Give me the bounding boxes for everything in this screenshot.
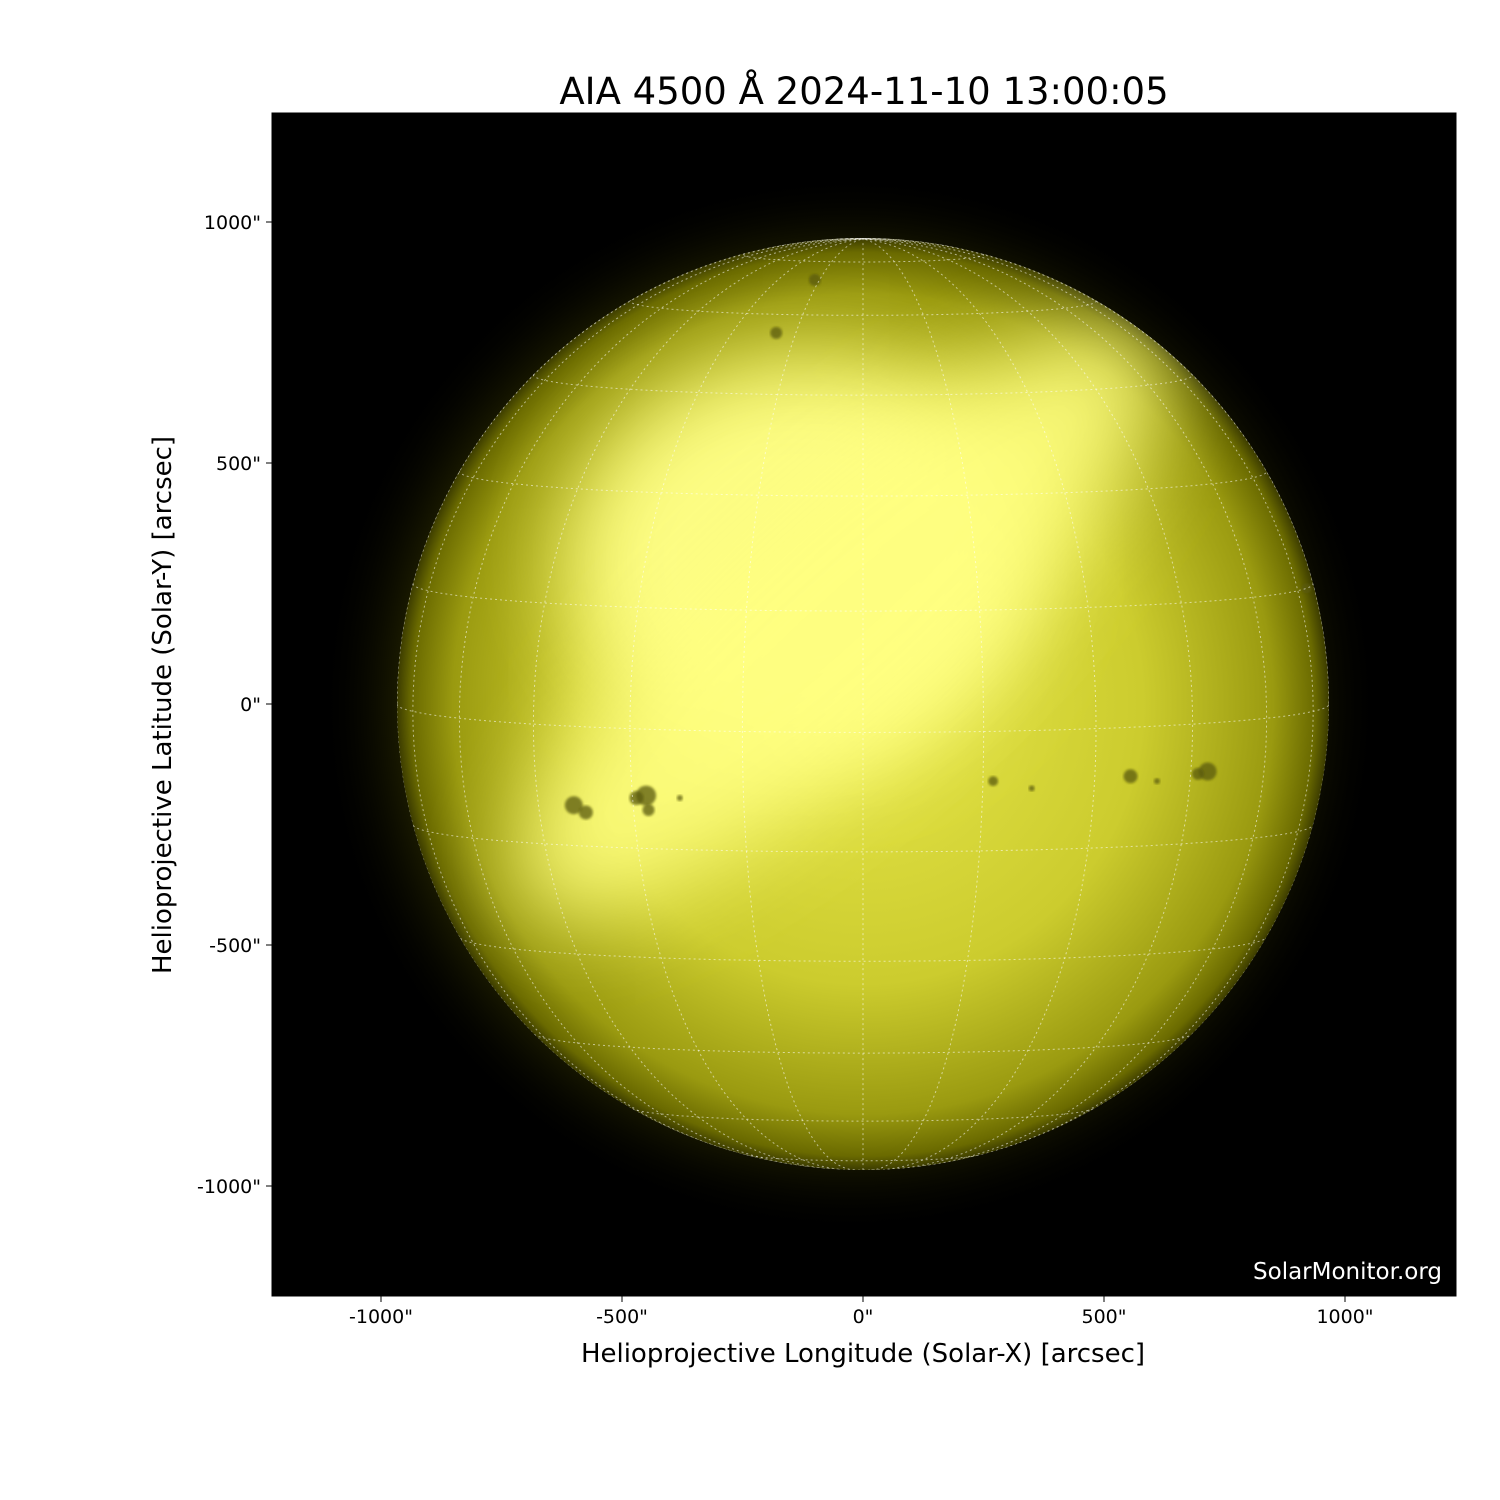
sunspot [808,273,821,286]
y-tick-label: -1000" [197,1176,261,1198]
latitude-line [397,703,1329,734]
sunspot [1028,785,1035,792]
x-tick-label: 1000" [1316,1306,1373,1328]
longitude-line [458,238,864,1168]
watermark: SolarMonitor.org [1253,1259,1442,1285]
sunspot [629,790,644,805]
sunspot [564,796,583,815]
y-axis-label: Helioprojective Latitude (Solar-Y) [arcs… [148,436,178,974]
latitude-line [741,252,985,263]
sunspot [578,805,593,820]
x-tick-label: -500" [596,1306,648,1328]
longitude-line [858,238,864,240]
sunspot [1154,778,1161,785]
sunspot [770,326,783,339]
longitude-line [862,238,1194,1170]
latitude-line [745,1154,981,1162]
latitude-line [632,1108,1094,1122]
sunspot [988,776,999,787]
latitude-line [458,470,1268,497]
heliographic-grid [397,238,1329,1170]
longitude-line [532,238,864,1170]
longitude-line [862,238,868,240]
x-tick-label: 500" [1081,1306,1126,1328]
y-tick-label: -500" [209,935,261,957]
chart-title: AIA 4500 Å 2024-11-10 13:00:05 [559,69,1168,113]
y-tick-label: 0" [240,694,261,716]
sunspot [1123,769,1138,784]
x-tick-label: -1000" [349,1306,413,1328]
y-tick-label: 1000" [204,212,261,234]
sunspot [676,794,683,801]
sunspot [642,804,655,817]
x-axis-label: Helioprojective Longitude (Solar-X) [arc… [581,1339,1145,1369]
y-tick-label: 500" [216,453,261,475]
x-tick-label: 0" [853,1306,874,1328]
longitude-line [862,238,1268,1168]
bright-band [517,325,1163,915]
sunspots [564,273,1312,820]
sunspot [1301,583,1312,594]
sunspot [1191,767,1204,780]
latitude-line [629,299,1097,316]
